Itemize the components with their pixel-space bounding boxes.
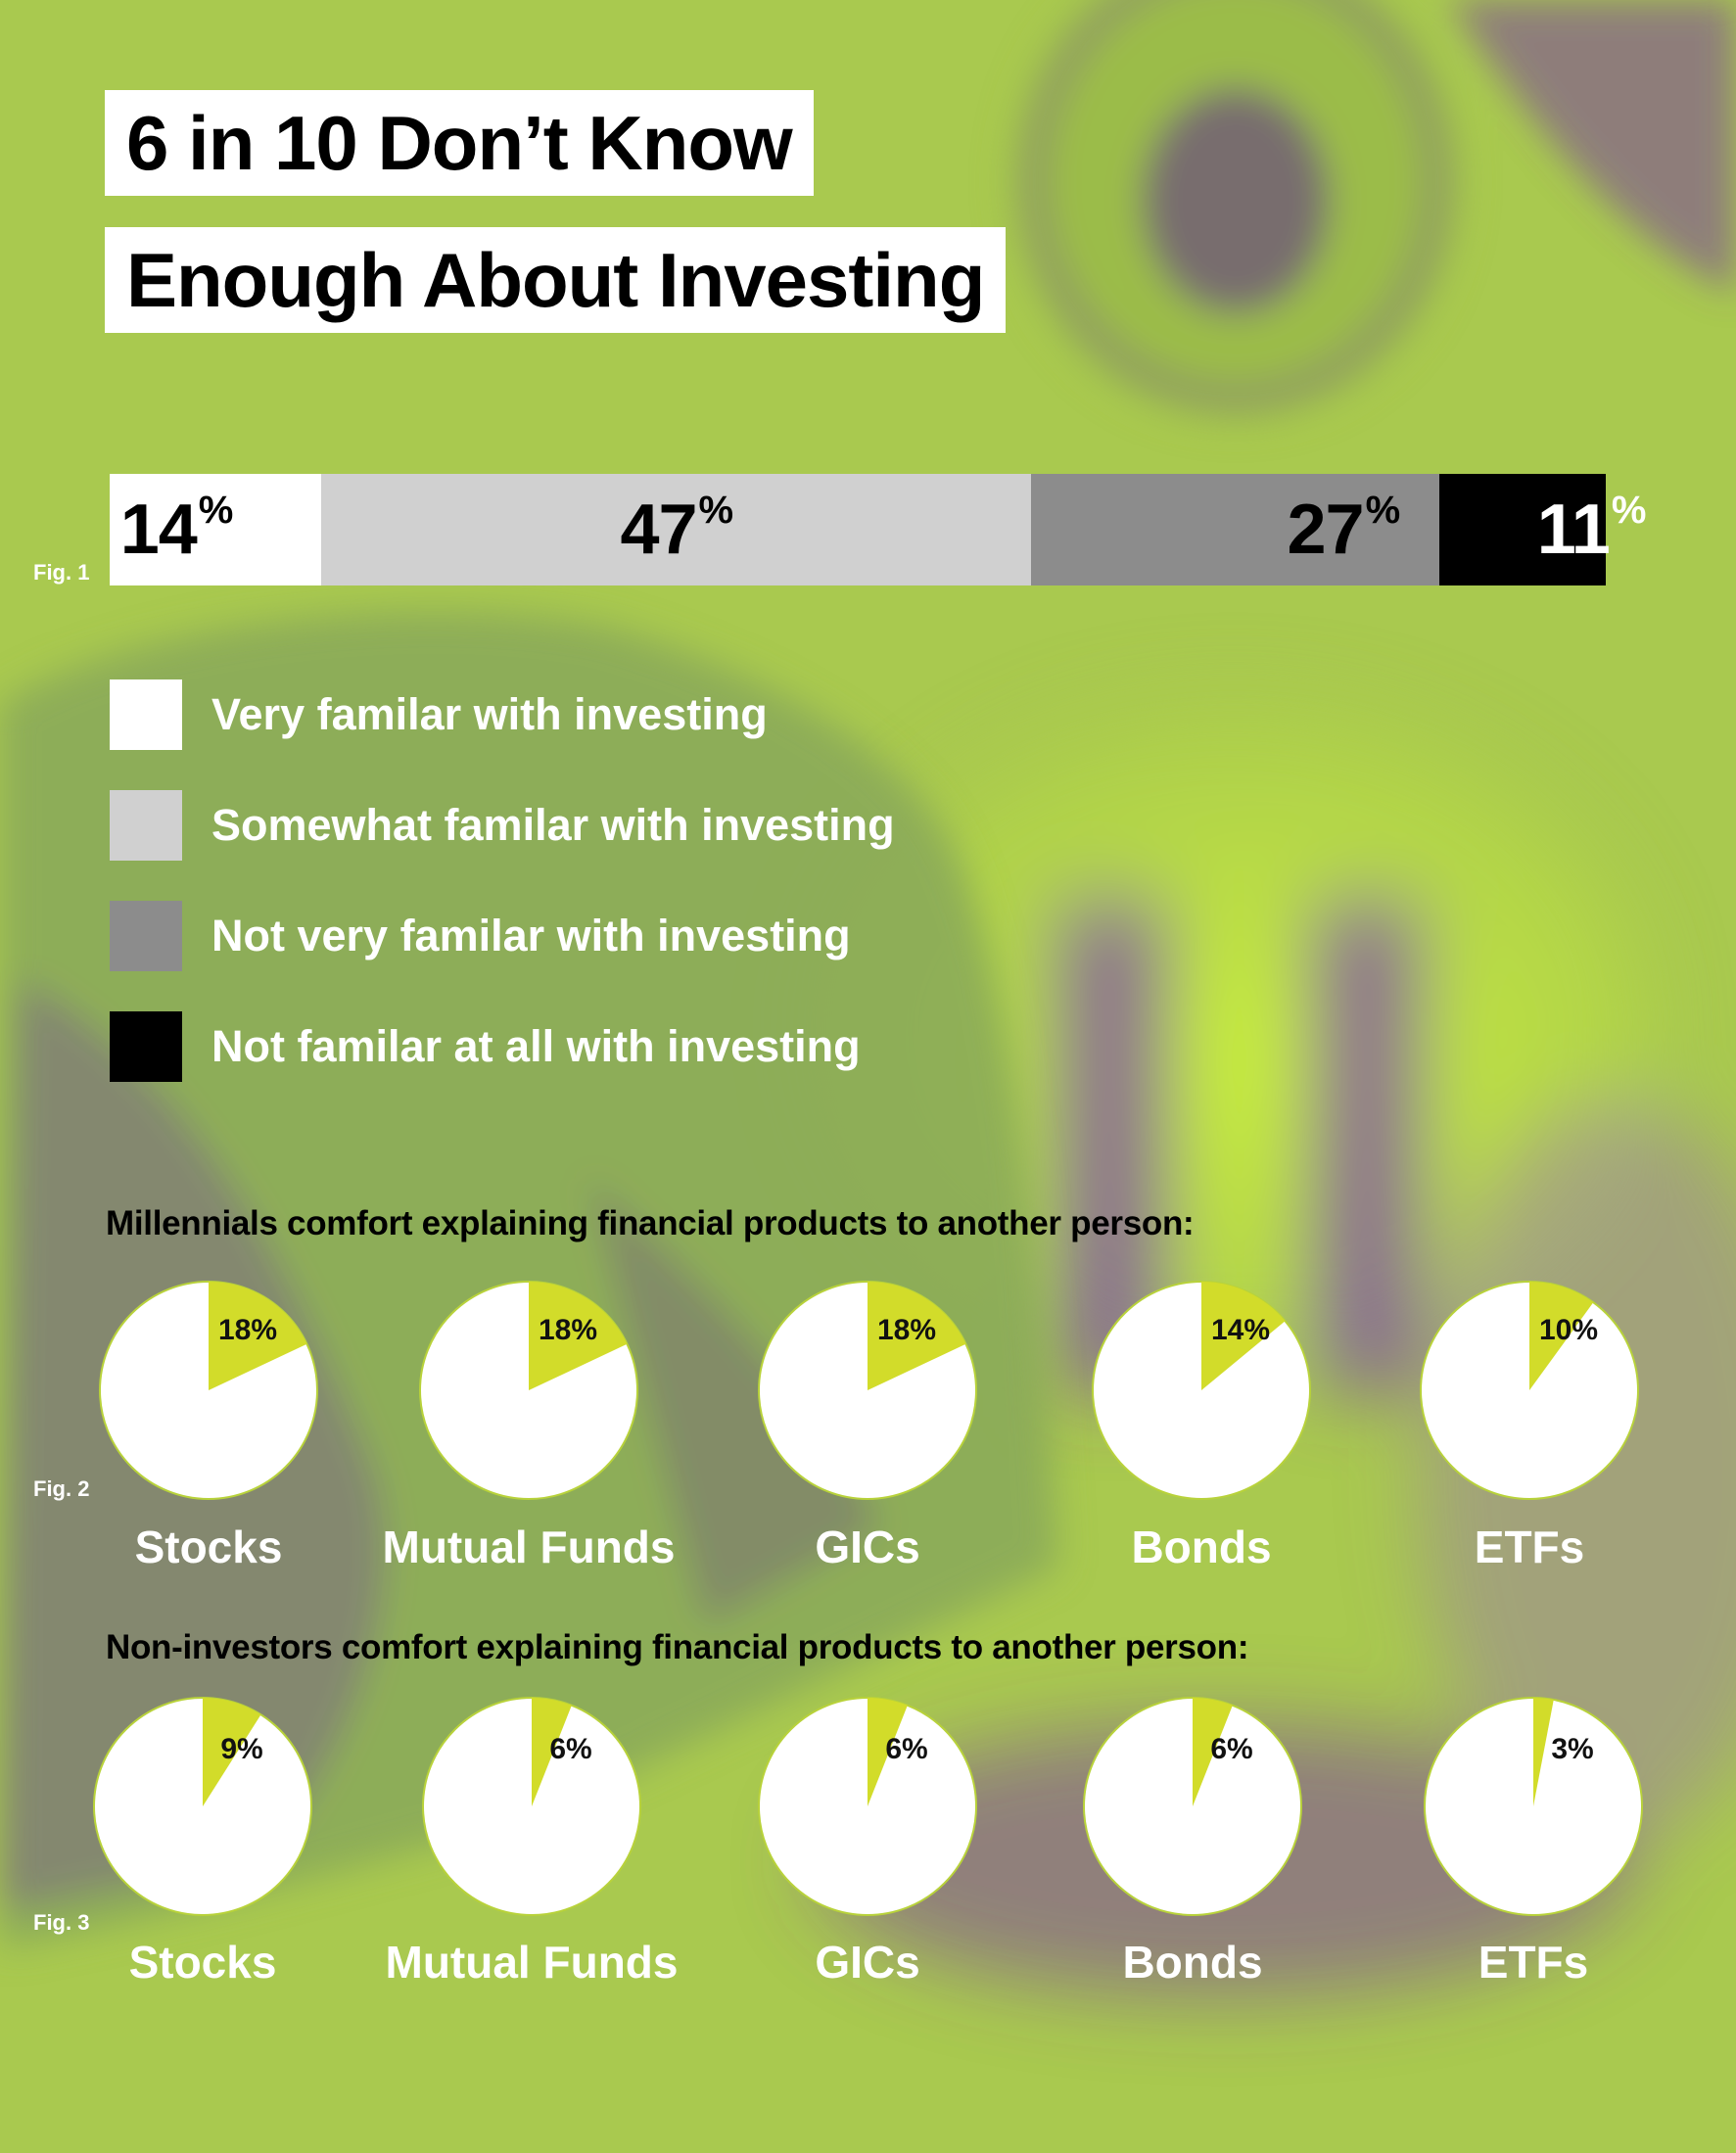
- bar-segment-1: 14%: [110, 474, 322, 585]
- pie-bonds: 14%: [1092, 1281, 1311, 1500]
- legend-label: Somewhat familar with investing: [211, 800, 895, 850]
- legend-label: Not familar at all with investing: [211, 1021, 861, 1071]
- legend: Very familar with investing Somewhat fami…: [110, 679, 895, 1122]
- pie-category-label: Stocks: [128, 1937, 277, 1988]
- segment-unit: %: [198, 489, 234, 532]
- pie-slice: [1533, 1698, 1554, 1806]
- segment-number: 14: [119, 491, 198, 569]
- legend-item: Not very familar with investing: [110, 901, 895, 971]
- pie-value-label: 6%: [885, 1733, 927, 1765]
- bar-segment-2: 47%: [321, 474, 1032, 585]
- pie-stocks: 9%: [93, 1697, 312, 1916]
- legend-item: Somewhat familar with investing: [110, 790, 895, 861]
- pie-value-label: 3%: [1551, 1733, 1593, 1765]
- segment-unit: %: [1365, 489, 1401, 532]
- legend-item: Not familar at all with investing: [110, 1011, 895, 1082]
- pie-value-label: 6%: [1210, 1733, 1252, 1765]
- legend-swatch: [110, 790, 182, 861]
- pie-slice: [868, 1282, 966, 1390]
- pie-value-label: 14%: [1211, 1314, 1270, 1346]
- pie-category-label: Mutual Funds: [382, 1521, 676, 1572]
- pie-mutual-funds: 18%: [419, 1281, 638, 1500]
- pie-category-label: Bonds: [1122, 1937, 1263, 1988]
- legend-swatch: [110, 1011, 182, 1082]
- pie-value-label: 9%: [220, 1733, 262, 1765]
- pie-slice: [868, 1698, 908, 1806]
- pie-category-label: Stocks: [134, 1521, 283, 1572]
- pie-bonds: 6%: [1083, 1697, 1302, 1916]
- pie-value-label: 18%: [877, 1314, 936, 1346]
- pie-value-label: 10%: [1539, 1314, 1598, 1346]
- bar-segment-3: 27%: [1031, 474, 1440, 585]
- title-line-1: 6 in 10 Don’t Know: [105, 90, 814, 196]
- segment-number: 47: [620, 491, 697, 569]
- pie-slice: [529, 1282, 628, 1390]
- legend-item: Very familar with investing: [110, 679, 895, 750]
- pie-slice: [1201, 1282, 1286, 1390]
- bar-segment-value: 47%: [620, 491, 733, 565]
- pie-value-label: 18%: [218, 1314, 277, 1346]
- segment-unit: %: [1611, 489, 1647, 532]
- pie-slice: [203, 1698, 261, 1806]
- pie-slice: [1193, 1698, 1233, 1806]
- figure-label-1: Fig. 1: [33, 560, 90, 585]
- pie-gics: 6%: [758, 1697, 977, 1916]
- pie-etfs: 10%: [1420, 1281, 1639, 1500]
- pie-slice: [532, 1698, 572, 1806]
- pie-value-label: 6%: [549, 1733, 591, 1765]
- pie-category-label: GICs: [815, 1937, 920, 1988]
- figure-label-3: Fig. 3: [33, 1910, 90, 1935]
- figure-label-2: Fig. 2: [33, 1476, 90, 1501]
- bar-segment-value: 11%: [1537, 491, 1647, 565]
- title-line-2: Enough About Investing: [105, 227, 1007, 333]
- pie-category-label: Bonds: [1131, 1521, 1272, 1572]
- legend-swatch: [110, 679, 182, 750]
- pie-category-label: ETFs: [1474, 1521, 1585, 1572]
- pie-etfs: 3%: [1424, 1697, 1643, 1916]
- pie-category-label: Mutual Funds: [385, 1937, 679, 1988]
- pie-slice: [1529, 1282, 1594, 1390]
- bar-segment-value: 14%: [120, 491, 234, 565]
- pie-mutual-funds: 6%: [422, 1697, 641, 1916]
- legend-label: Not very familar with investing: [211, 911, 851, 960]
- pie-stocks: 18%: [99, 1281, 318, 1500]
- segment-number: 27: [1287, 491, 1365, 569]
- bar-segment-value: 27%: [1288, 491, 1401, 565]
- non-investors-heading: Non-investors comfort explaining financi…: [106, 1628, 1249, 1666]
- pie-category-label: GICs: [815, 1521, 920, 1572]
- legend-swatch: [110, 901, 182, 971]
- segment-number: 11: [1536, 491, 1611, 569]
- stacked-bar-chart: 14% 47% 27% 11%: [110, 474, 1646, 585]
- pie-slice: [209, 1282, 307, 1390]
- pie-gics: 18%: [758, 1281, 977, 1500]
- pie-value-label: 18%: [539, 1314, 597, 1346]
- non-investors-pie-row: 9% 6% 6% 6% 3%: [93, 1697, 1643, 1916]
- pie-category-label: ETFs: [1478, 1937, 1589, 1988]
- segment-unit: %: [698, 489, 734, 532]
- legend-label: Very familar with investing: [211, 689, 768, 739]
- bar-segment-4: 11%: [1439, 474, 1646, 585]
- millennials-pie-row: 18% 18% 18% 14% 10%: [99, 1281, 1639, 1500]
- millennials-heading: Millennials comfort explaining financial…: [106, 1204, 1195, 1242]
